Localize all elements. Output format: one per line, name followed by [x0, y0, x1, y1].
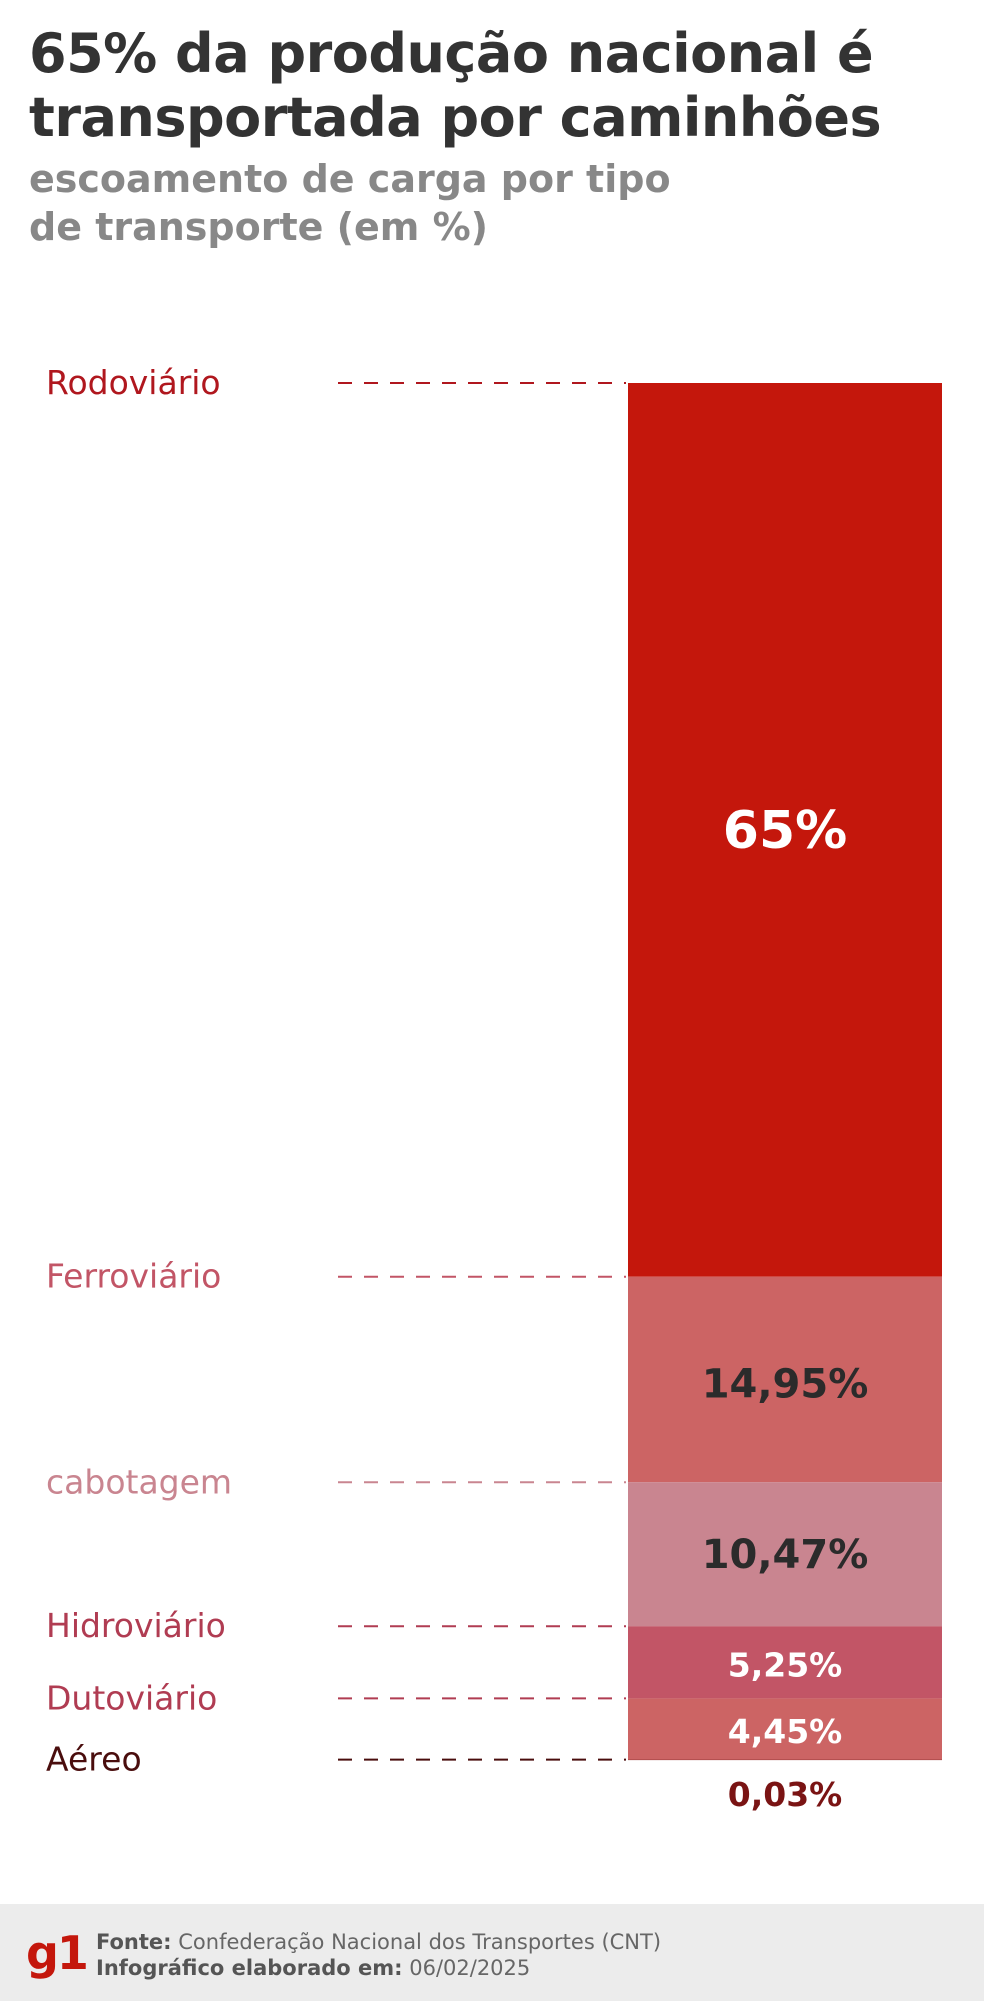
category-label-ferroviario: Ferroviário [46, 1257, 221, 1296]
category-label-cabotagem: cabotagem [46, 1462, 232, 1501]
bar-segment-hidroviario [628, 1626, 942, 1699]
g1-logo: g1 [26, 1926, 89, 1980]
value-label-cabotagem: 10,47% [702, 1532, 869, 1578]
date-label: Infográfico elaborado em: [96, 1956, 403, 1980]
chart-title: 65% da produção nacional é transportada … [29, 22, 882, 149]
category-label-rodoviario: Rodoviário [46, 363, 221, 402]
bar-segment-cabotagem [628, 1482, 942, 1627]
value-label-dutoviario: 4,45% [728, 1712, 843, 1751]
value-label-rodoviario: 65% [723, 801, 847, 861]
bar-segment-rodoviario [628, 383, 942, 1277]
footer: g1 Fonte: Confederação Nacional dos Tran… [0, 1904, 984, 2001]
category-label-aereo: Aéreo [46, 1740, 142, 1779]
date-value: 06/02/2025 [409, 1956, 531, 1980]
source-value: Confederação Nacional dos Transportes (C… [178, 1930, 662, 1954]
value-label-hidroviario: 5,25% [728, 1645, 843, 1684]
source-line: Fonte: Confederação Nacional dos Transpo… [96, 1929, 661, 1955]
category-label-dutoviario: Dutoviário [46, 1678, 217, 1717]
bar-segment-ferroviario [628, 1276, 942, 1483]
bar-segment-aereo [628, 1759, 942, 1761]
source-label: Fonte: [96, 1930, 172, 1954]
category-label-hidroviario: Hidroviário [46, 1606, 226, 1645]
value-label-aereo: 0,03% [728, 1775, 843, 1814]
value-label-ferroviario: 14,95% [702, 1361, 869, 1407]
chart-subtitle: escoamento de carga por tipo de transpor… [29, 157, 671, 249]
date-line: Infográfico elaborado em: 06/02/2025 [96, 1955, 530, 1981]
bar-segment-dutoviario [628, 1698, 942, 1760]
